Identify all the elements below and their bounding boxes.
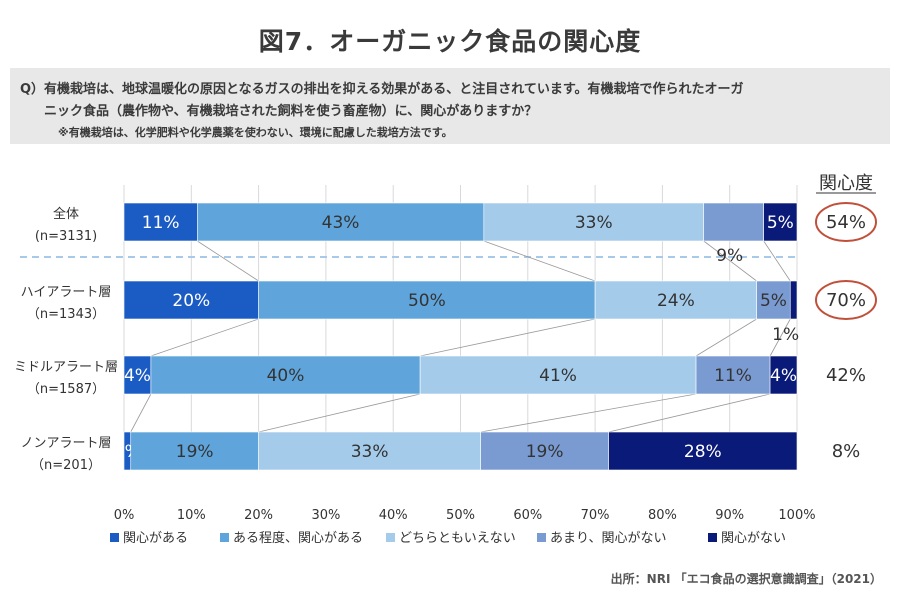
connector-line bbox=[608, 393, 771, 433]
bar-value-label: 50% bbox=[408, 291, 446, 311]
bar-segment bbox=[756, 280, 791, 320]
category-n-label: (n=3131) bbox=[35, 229, 97, 244]
chart-title: 図7．オーガニック食品の関心度 bbox=[258, 27, 642, 56]
bar-value-label: 24% bbox=[657, 291, 695, 311]
x-tick-label: 30% bbox=[311, 508, 340, 523]
bar-segment bbox=[594, 280, 757, 320]
x-tick-label: 10% bbox=[177, 508, 206, 523]
bar-value-label: 33% bbox=[575, 213, 613, 233]
x-tick-label: 20% bbox=[244, 508, 273, 523]
bar-segment bbox=[789, 280, 798, 320]
interest-value: 42% bbox=[826, 365, 866, 386]
bar-value-label: 19% bbox=[176, 442, 214, 462]
question-box: Q） 有機栽培は、地球温暖化の原因となるガスの排出を抑える効果がある、と注目され… bbox=[10, 68, 890, 144]
bar-segment bbox=[419, 355, 697, 395]
category-n-label: （n=1587） bbox=[27, 382, 105, 397]
bar-value-label: 11% bbox=[714, 366, 752, 386]
bar-segment bbox=[769, 355, 798, 395]
interest-header: 関心度 bbox=[819, 173, 873, 194]
category-label: ハイアラート層 bbox=[21, 285, 112, 300]
question-line-1: 有機栽培は、地球温暖化の原因となるガスの排出を抑える効果がある、と注目されていま… bbox=[44, 82, 744, 97]
bar-value-label: 40% bbox=[267, 366, 305, 386]
connector-line bbox=[769, 318, 791, 357]
question-line-2: ニック食品（農作物や、有機栽培された飼料を使う畜産物）に、関心がありますか？ bbox=[44, 104, 538, 119]
bar-value-label: 5% bbox=[760, 291, 787, 311]
x-tick-label: 50% bbox=[446, 508, 475, 523]
legend-label: あまり、関心がない bbox=[550, 531, 666, 546]
connector-line bbox=[703, 240, 757, 282]
x-tick-label: 80% bbox=[648, 508, 677, 523]
interest-highlight-circle bbox=[815, 280, 877, 320]
question-note: ※有機栽培は、化学肥料や化学農薬を使わない、環境に配慮した栽培方法です。 bbox=[58, 126, 453, 139]
bar-value-label: 20% bbox=[172, 291, 210, 311]
bar-segment bbox=[258, 280, 596, 320]
bar-segment bbox=[608, 431, 798, 471]
bar-segment bbox=[703, 202, 764, 242]
legend-swatch bbox=[220, 533, 229, 542]
bar-segment bbox=[763, 202, 798, 242]
category-n-label: （n=1343） bbox=[27, 307, 105, 322]
connector-line bbox=[763, 240, 791, 282]
interest-value: 70% bbox=[826, 290, 866, 311]
bar-value-label: 28% bbox=[684, 442, 722, 462]
interest-value: 8% bbox=[832, 441, 861, 462]
legend-label: どちらともいえない bbox=[399, 531, 516, 546]
bar-segment bbox=[695, 355, 771, 395]
bar-value-label: 33% bbox=[351, 442, 389, 462]
connector-line bbox=[420, 318, 596, 357]
legend-swatch bbox=[110, 533, 119, 542]
category-label: ミドルアラート層 bbox=[14, 360, 118, 375]
x-tick-label: 0% bbox=[114, 508, 135, 523]
bar-value-label: 4% bbox=[770, 366, 797, 386]
bar-value-label: 41% bbox=[539, 366, 577, 386]
x-tick-label: 90% bbox=[715, 508, 744, 523]
legend-swatch bbox=[386, 533, 395, 542]
bar-segment bbox=[150, 355, 421, 395]
x-tick-label: 60% bbox=[513, 508, 542, 523]
question-prefix: Q） bbox=[20, 82, 45, 97]
bar-value-label: 1% bbox=[772, 325, 799, 345]
category-label: 全体 bbox=[53, 206, 79, 222]
bar-segment bbox=[483, 202, 705, 242]
category-label: ノンアラート層 bbox=[20, 436, 111, 451]
bar-segment bbox=[130, 431, 259, 471]
bar-segment bbox=[196, 202, 485, 242]
bar-segment bbox=[258, 431, 481, 471]
category-n-label: （n=201） bbox=[31, 458, 101, 473]
interest-highlight-circle bbox=[815, 202, 877, 242]
connector-line bbox=[197, 240, 259, 282]
bar-value-label: 9% bbox=[716, 246, 743, 266]
bar-segment bbox=[480, 431, 609, 471]
bar-value-label: 5% bbox=[767, 213, 794, 233]
connector-line bbox=[483, 240, 596, 282]
bar-value-label: 43% bbox=[322, 213, 360, 233]
legend-swatch bbox=[708, 533, 717, 542]
connector-line bbox=[150, 318, 259, 357]
legend-swatch bbox=[537, 533, 546, 542]
x-tick-label: 100% bbox=[778, 508, 815, 523]
connector-line bbox=[480, 393, 697, 433]
bar-value-label: 19% bbox=[526, 442, 564, 462]
x-tick-label: 40% bbox=[379, 508, 408, 523]
connector-line bbox=[695, 318, 757, 357]
connector-line bbox=[258, 393, 421, 433]
x-tick-label: 70% bbox=[581, 508, 610, 523]
bar-value-label: 4% bbox=[124, 366, 151, 386]
legend-label: 関心がない bbox=[721, 531, 786, 546]
connector-line bbox=[130, 393, 152, 433]
source-note: 出所：NRI 「エコ食品の選択意識調査」（2021） bbox=[610, 572, 882, 586]
stacked-bar-chart: 11% 43% 33% 9% 5% 20% 50% 24% 5% 1% 4% 40% 41% 11% 4% 1… bbox=[14, 173, 877, 546]
bar-value-label: 11% bbox=[142, 213, 180, 233]
bar-segment bbox=[123, 202, 198, 242]
interest-value: 54% bbox=[826, 212, 866, 233]
legend-label: 関心がある bbox=[123, 531, 188, 546]
legend-label: ある程度、関心がある bbox=[233, 530, 363, 546]
